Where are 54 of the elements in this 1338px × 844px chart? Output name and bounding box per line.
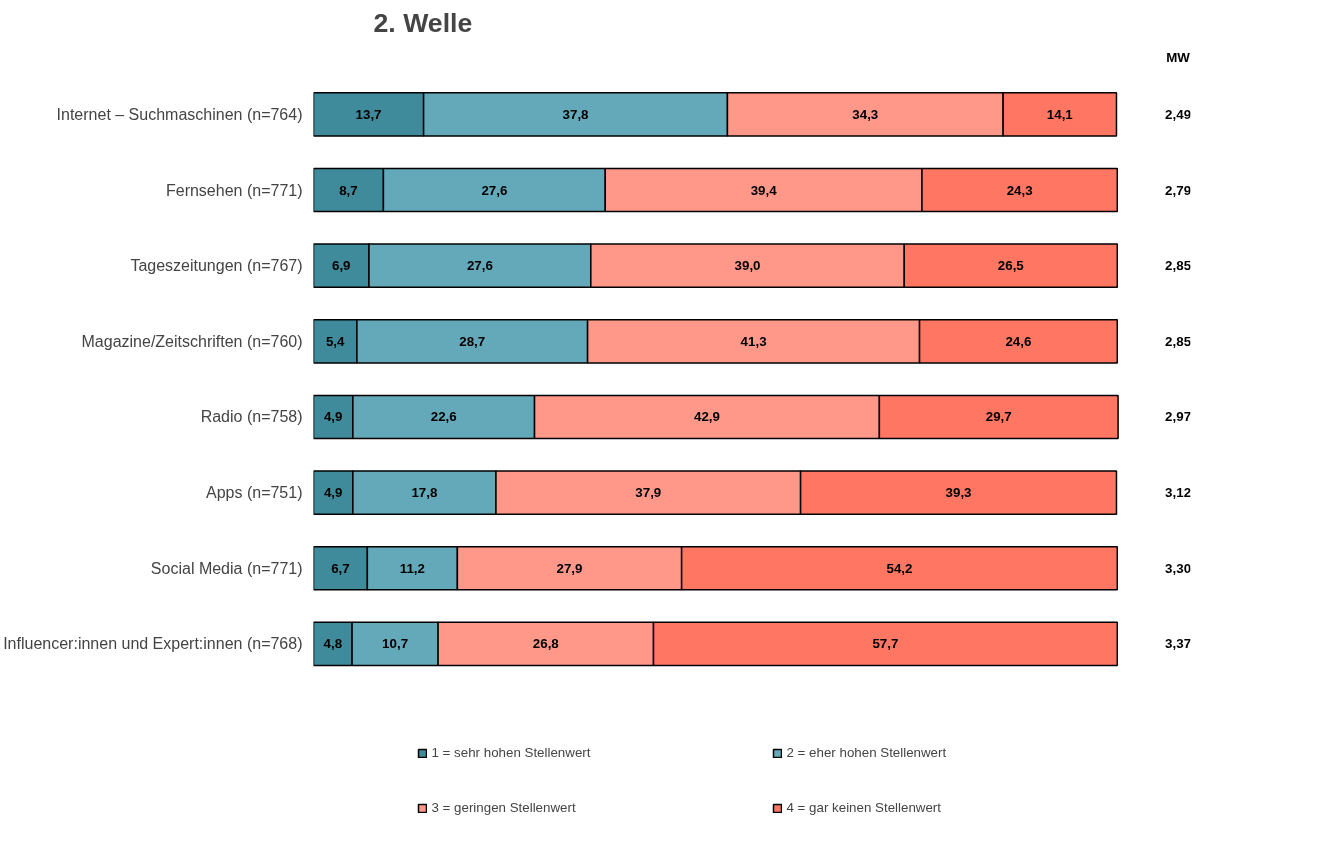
data-label: 17,8: [411, 485, 438, 501]
data-label: 28,7: [459, 333, 486, 349]
y-tick-label: Radio (n=758): [200, 408, 303, 426]
data-label: 37,9: [635, 485, 662, 501]
legend-label: 4 = gar keinen Stellenwert: [786, 800, 942, 815]
data-label: 57,7: [872, 636, 899, 652]
data-label: 4,9: [323, 409, 343, 425]
data-label: 37,8: [562, 106, 589, 122]
text: 3,12: [1165, 485, 1192, 501]
data-label: 13,7: [355, 106, 382, 122]
data-label: 6,7: [331, 560, 350, 576]
data-label: 54,2: [886, 560, 913, 576]
data-label: 22,6: [430, 409, 457, 425]
data-label: 39,3: [945, 485, 972, 501]
y-tick-label: Apps (n=751): [205, 484, 303, 502]
legend-label: 1 = sehr hohen Stellenwert: [431, 745, 592, 760]
y-tick-label: Internet – Suchmaschinen (n=764): [56, 105, 303, 123]
y-tick-label: Tageszeitungen (n=767): [130, 257, 303, 275]
data-label: 39,0: [734, 258, 761, 274]
data-label: 24,3: [1006, 182, 1033, 198]
legend-label: 2 = eher hohen Stellenwert: [786, 745, 948, 760]
y-tick-label: Fernsehen (n=771): [165, 181, 303, 199]
y-tick-label: Influencer:innen und Expert:innen (n=768): [3, 635, 303, 653]
y-tick-label: Social Media (n=771): [150, 559, 303, 577]
data-label: 4,8: [323, 636, 343, 652]
data-label: 29,7: [985, 409, 1012, 425]
y-tick-label: Magazine/Zeitschriften (n=760): [81, 332, 303, 350]
data-label: 34,3: [852, 106, 879, 122]
chart-title: 2. Welle: [373, 7, 473, 38]
data-label: 27,9: [556, 560, 583, 576]
legend-label: 3 = geringen Stellenwert: [431, 800, 577, 815]
data-label: 26,8: [532, 636, 559, 652]
text: 2,97: [1165, 409, 1192, 425]
text: 3,37: [1165, 636, 1192, 652]
data-label: 6,9: [331, 258, 351, 274]
data-label: 8,7: [339, 182, 358, 198]
text: 2,85: [1165, 258, 1192, 274]
data-label: 27,6: [466, 258, 493, 274]
data-label: 41,3: [740, 333, 767, 349]
data-label: 24,6: [1005, 333, 1032, 349]
data-label: 14,1: [1046, 106, 1074, 122]
text: 2,85: [1165, 333, 1192, 349]
data-label: 4,9: [323, 485, 343, 501]
data-label: 11,2: [399, 560, 425, 576]
data-label: 42,9: [693, 409, 720, 425]
text: 3,30: [1165, 560, 1192, 576]
data-label: 39,4: [750, 182, 778, 198]
data-label: 27,6: [481, 182, 508, 198]
data-label: 26,5: [997, 258, 1025, 274]
text: MW: [1166, 50, 1191, 66]
data-label: 10,7: [382, 636, 409, 652]
text: 2,79: [1165, 182, 1192, 198]
text: 2,49: [1165, 106, 1192, 122]
data-label: 5,4: [325, 333, 346, 349]
